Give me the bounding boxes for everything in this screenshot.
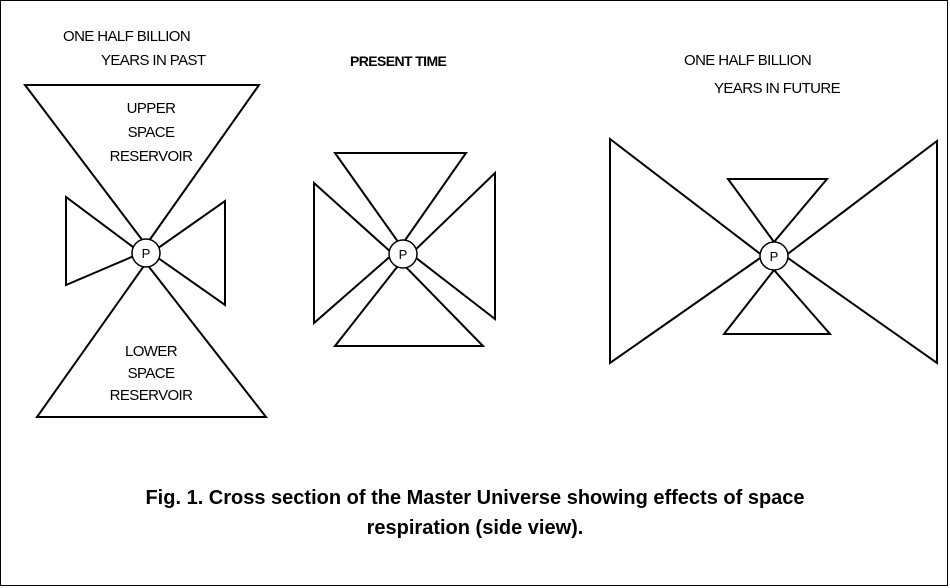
- lower-reservoir-label: LOWER SPACE RESERVOIR: [101, 341, 201, 407]
- present-p-label: P: [399, 247, 408, 262]
- upper-reservoir-line3: RESERVOIR: [109, 148, 193, 165]
- present-left-triangle: [313, 180, 395, 326]
- past-left-triangle: [65, 195, 143, 287]
- past-panel: P: [22, 84, 269, 418]
- present-top-triangle: [333, 152, 468, 248]
- future-bottom-triangle: [721, 268, 833, 335]
- future-p-label: P: [770, 249, 779, 264]
- figure-caption: Fig. 1. Cross section of the Master Univ…: [1, 483, 949, 543]
- upper-reservoir-line1: UPPER: [126, 100, 176, 117]
- past-p-label: P: [142, 246, 151, 261]
- lower-reservoir-line3: RESERVOIR: [109, 387, 193, 404]
- present-right-triangle: [409, 170, 496, 322]
- future-left-triangle: [609, 136, 765, 365]
- past-heading-line1: ONE HALF BILLION: [63, 28, 191, 45]
- caption-line1: Fig. 1. Cross section of the Master Univ…: [145, 487, 805, 509]
- past-upper-reservoir-triangle: [22, 84, 261, 247]
- present-panel: P: [313, 152, 496, 347]
- future-top-triangle: [726, 178, 830, 244]
- future-heading-line2: YEARS IN FUTURE: [714, 80, 841, 97]
- future-heading-line1: ONE HALF BILLION: [684, 52, 812, 69]
- present-p-circle: [388, 239, 418, 269]
- lower-reservoir-line1: LOWER: [124, 343, 178, 360]
- present-bottom-triangle: [332, 260, 486, 347]
- lower-reservoir-line2: SPACE: [127, 365, 175, 382]
- past-p-circle: [131, 238, 161, 268]
- caption-line2: respiration (side view).: [366, 517, 584, 539]
- future-p-circle: [759, 241, 789, 271]
- upper-reservoir-label: UPPER SPACE RESERVOIR: [101, 97, 201, 169]
- past-heading-line2: YEARS IN PAST: [101, 52, 206, 69]
- present-heading: PRESENT TIME: [350, 53, 447, 69]
- upper-reservoir-line2: SPACE: [127, 124, 175, 141]
- future-panel: P: [609, 136, 938, 365]
- past-lower-reservoir-triangle: [35, 261, 269, 418]
- past-right-triangle: [149, 199, 226, 307]
- future-right-triangle: [783, 138, 938, 365]
